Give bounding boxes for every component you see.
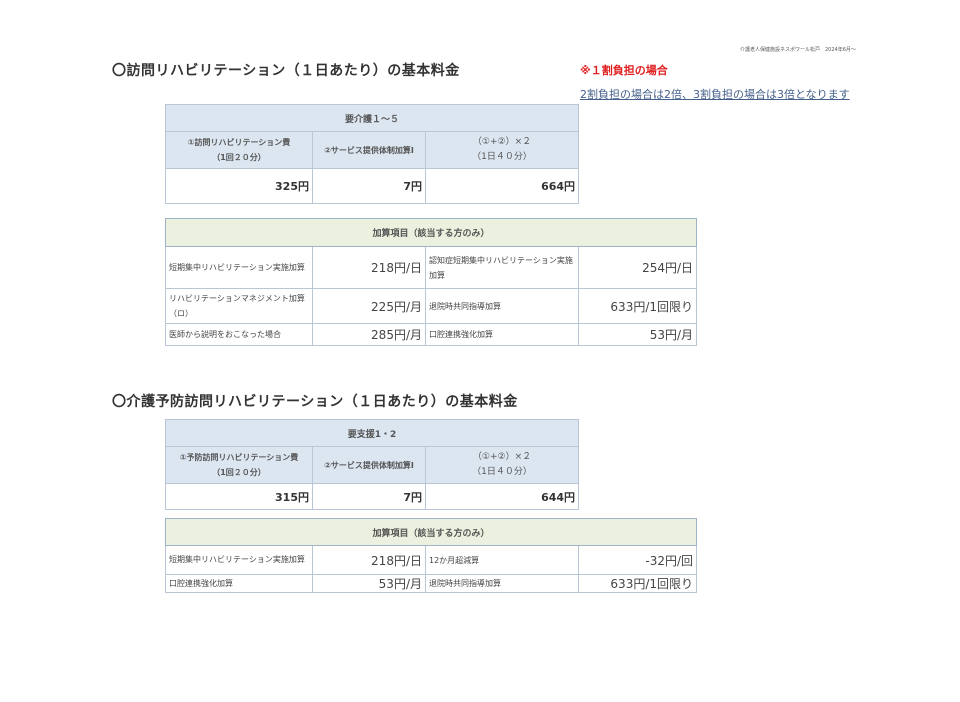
table-header: 加算項目（該当する方のみ） xyxy=(164,218,698,247)
addon-label: 認知症短期集中リハビリテーション実施加算 xyxy=(425,246,579,289)
addon-label: 医師から説明をおこなった場合 xyxy=(165,323,313,346)
table-row: 短期集中リハビリテーション実施加算 218円/日 認知症短期集中リハビリテーション実… xyxy=(165,246,698,289)
addon-label: 口腔連携強化加算 xyxy=(425,323,579,346)
addon-table-care: 加算項目（該当する方のみ） 短期集中リハビリテーション実施加算 218円/日 認知症… xyxy=(164,218,698,346)
addon-table-support: 加算項目（該当する方のみ） 短期集中リハビリテーション実施加算 218円/日 12か… xyxy=(164,518,698,593)
table-row: 医師から説明をおこなった場合 285円/月 口腔連携強化加算 53円/月 xyxy=(165,323,698,346)
base-fee-table-care: 要介護１～５ ①訪問リハビリテーション費 （1回２０分） ②サービス提供体制加算Ⅰ… xyxy=(164,104,580,204)
table-row: 短期集中リハビリテーション実施加算 218円/日 12か月超減算 -32円/回 xyxy=(165,545,698,575)
addon-value: 633円/1回限り xyxy=(577,574,698,593)
addon-label: 短期集中リハビリテーション実施加算 xyxy=(165,545,313,575)
organization-date: 介護老人保健施設ネスポワール松戸 2024年6月～ xyxy=(740,47,856,53)
table-row: リハビリテーションマネジメント加算（ロ） 225円/月 退院時共同指導加算 633円/… xyxy=(165,288,698,324)
column-header: （①+②）×２ （1日４０分） xyxy=(424,131,580,169)
column-header: ②サービス提供体制加算Ⅰ xyxy=(312,131,426,169)
table-row: 口腔連携強化加算 53円/月 退院時共同指導加算 633円/1回限り xyxy=(165,574,698,593)
section2-title: 〇介護予防訪問リハビリテーション（１日あたり）の基本料金 xyxy=(112,394,518,410)
addon-value: 218円/日 xyxy=(312,246,426,289)
addon-label: 退院時共同指導加算 xyxy=(425,574,579,593)
addon-label: 短期集中リハビリテーション実施加算 xyxy=(165,246,313,289)
addon-label: 口腔連携強化加算 xyxy=(165,574,313,593)
fee-value: 644円 xyxy=(424,483,580,510)
addon-value: 53円/月 xyxy=(312,574,426,593)
column-header: ①訪問リハビリテーション費 （1回２０分） xyxy=(165,131,313,169)
table-header: 要介護１～５ xyxy=(164,104,580,132)
section1-title: 〇訪問リハビリテーション（１日あたり）の基本料金 xyxy=(112,63,460,79)
column-header: （①+②）×２ （1日４０分） xyxy=(424,446,580,484)
copay-note: 2割負担の場合は2倍、3割負担の場合は3倍となります xyxy=(580,88,850,101)
fee-value: 315円 xyxy=(165,483,313,510)
addon-value: 53円/月 xyxy=(577,323,698,346)
fee-value: 325円 xyxy=(165,168,313,204)
fee-value: 7円 xyxy=(312,483,426,510)
addon-value: 225円/月 xyxy=(312,288,426,324)
fee-value: 664円 xyxy=(424,168,580,204)
addon-value: 633円/1回限り xyxy=(577,288,698,324)
column-header: ①予防訪問リハビリテーション費 （1回２０分） xyxy=(165,446,313,484)
fee-value: 7円 xyxy=(312,168,426,204)
copay-note-heading: ※１割負担の場合 xyxy=(580,64,668,77)
addon-label: 12か月超減算 xyxy=(425,545,579,575)
table-header: 要支援1・2 xyxy=(164,419,580,447)
addon-value: 218円/日 xyxy=(312,545,426,575)
addon-value: -32円/回 xyxy=(577,545,698,575)
addon-value: 254円/日 xyxy=(577,246,698,289)
column-header: ②サービス提供体制加算Ⅰ xyxy=(312,446,426,484)
addon-label: 退院時共同指導加算 xyxy=(425,288,579,324)
addon-label: リハビリテーションマネジメント加算（ロ） xyxy=(165,288,313,324)
table-header: 加算項目（該当する方のみ） xyxy=(164,518,698,546)
addon-value: 285円/月 xyxy=(312,323,426,346)
base-fee-table-support: 要支援1・2 ①予防訪問リハビリテーション費 （1回２０分） ②サービス提供体制加… xyxy=(164,419,580,510)
